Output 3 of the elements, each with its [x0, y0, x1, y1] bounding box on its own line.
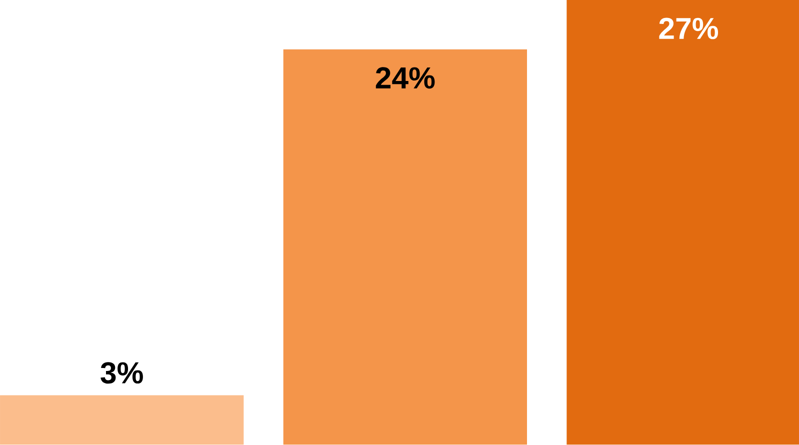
data-label: 24% [376, 67, 435, 89]
data-label: 3% [100, 362, 143, 384]
data-label: 27% [659, 18, 718, 40]
